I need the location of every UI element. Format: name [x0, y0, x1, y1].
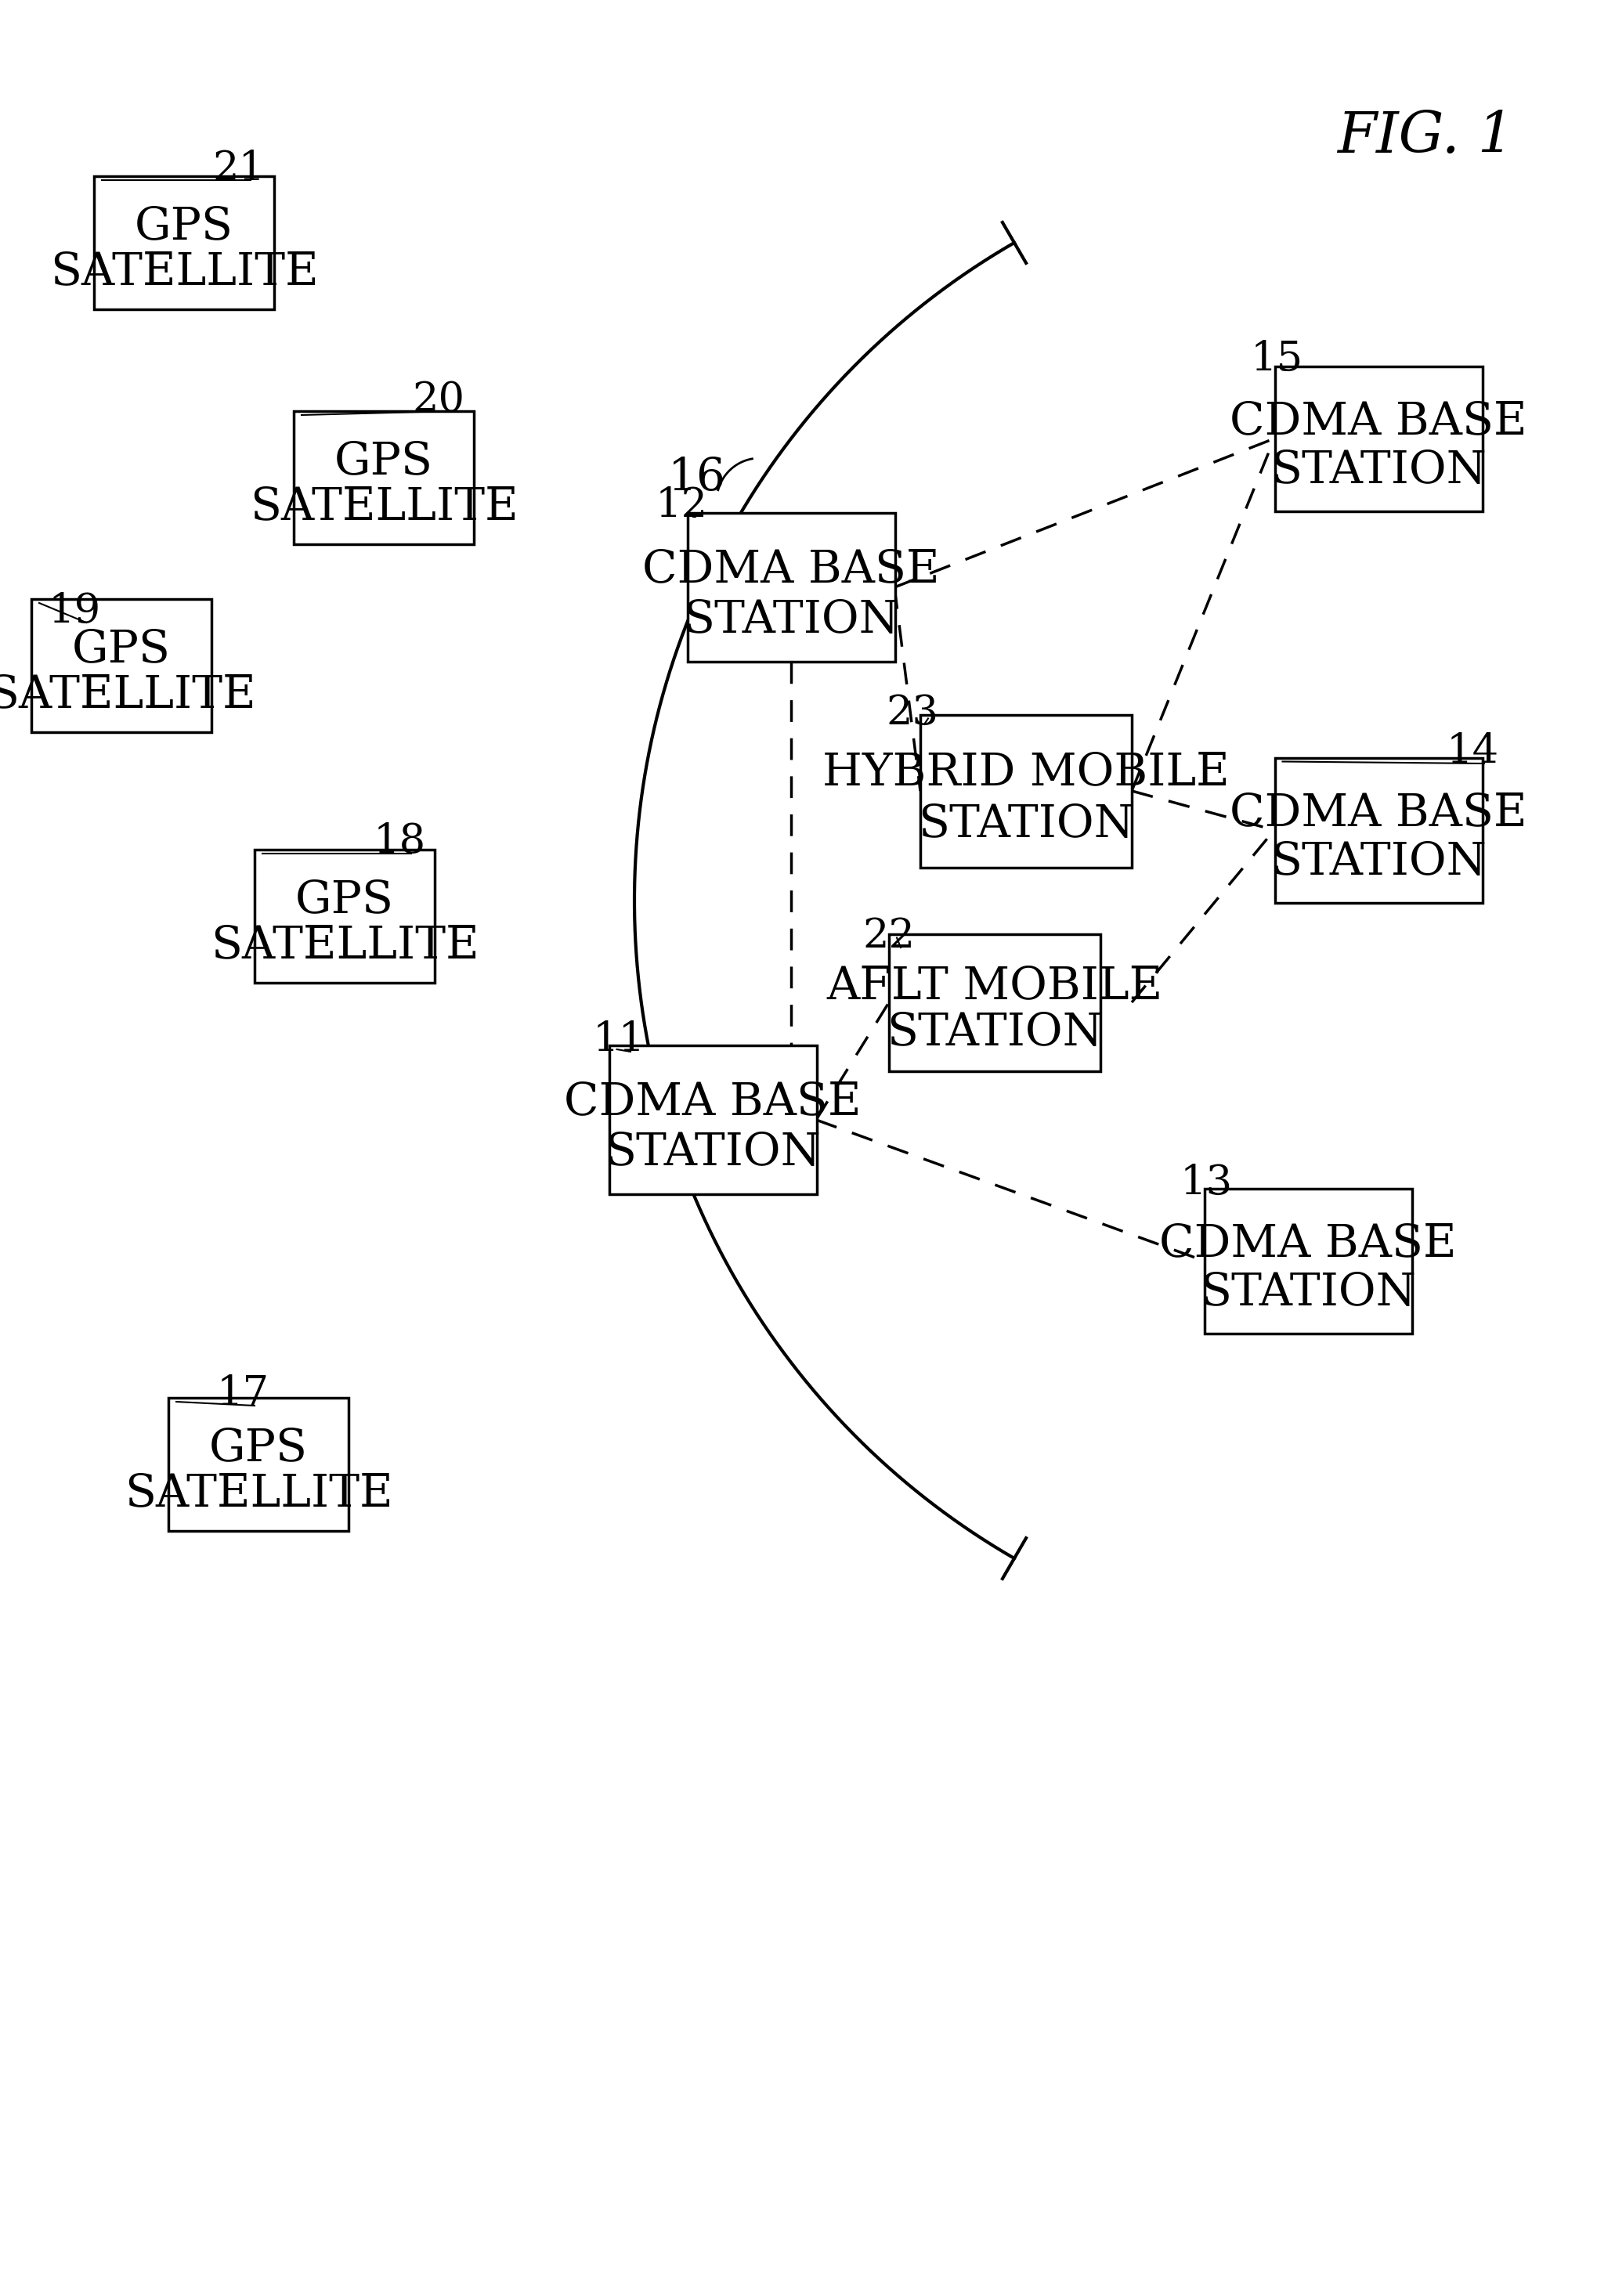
Text: AFLT MOBILE: AFLT MOBILE [827, 964, 1163, 1008]
Text: 17: 17 [217, 1373, 268, 1414]
Text: STATION: STATION [918, 804, 1134, 847]
Text: HYBRID MOBILE: HYBRID MOBILE [822, 751, 1230, 794]
Text: SATELLITE: SATELLITE [211, 923, 479, 967]
Text: 12: 12 [655, 484, 707, 526]
Text: GPS: GPS [134, 204, 233, 248]
FancyBboxPatch shape [1274, 758, 1482, 902]
Text: 22: 22 [862, 916, 915, 955]
Text: 21: 21 [212, 149, 265, 188]
Text: STATION: STATION [684, 599, 899, 643]
FancyBboxPatch shape [168, 1398, 348, 1531]
Text: STATION: STATION [1271, 840, 1487, 884]
Text: GPS: GPS [334, 441, 433, 484]
FancyBboxPatch shape [890, 934, 1100, 1070]
Text: CDMA BASE: CDMA BASE [1230, 400, 1527, 443]
Text: STATION: STATION [605, 1130, 821, 1176]
Text: CDMA BASE: CDMA BASE [564, 1079, 861, 1123]
Text: CDMA BASE: CDMA BASE [642, 546, 939, 592]
Text: SATELLITE: SATELLITE [125, 1472, 393, 1515]
FancyBboxPatch shape [32, 599, 211, 732]
FancyBboxPatch shape [294, 411, 474, 544]
Text: 15: 15 [1250, 340, 1303, 379]
FancyBboxPatch shape [1204, 1189, 1412, 1334]
FancyBboxPatch shape [687, 512, 894, 661]
Text: FIG. 1: FIG. 1 [1337, 110, 1514, 165]
Text: STATION: STATION [1271, 448, 1487, 491]
Text: SATELLITE: SATELLITE [50, 250, 318, 294]
Text: SATELLITE: SATELLITE [249, 484, 517, 528]
Text: SATELLITE: SATELLITE [0, 673, 256, 716]
Text: STATION: STATION [1199, 1270, 1417, 1316]
Text: 13: 13 [1180, 1162, 1233, 1203]
Text: GPS: GPS [295, 879, 394, 923]
FancyBboxPatch shape [920, 714, 1132, 868]
Text: 11: 11 [592, 1019, 645, 1061]
FancyBboxPatch shape [1274, 365, 1482, 512]
Text: 23: 23 [886, 693, 939, 732]
Text: 16: 16 [668, 455, 727, 501]
FancyBboxPatch shape [608, 1045, 816, 1194]
Text: GPS: GPS [209, 1426, 308, 1469]
Text: STATION: STATION [886, 1010, 1104, 1054]
Text: 19: 19 [48, 590, 101, 631]
Text: 18: 18 [374, 822, 426, 861]
FancyBboxPatch shape [94, 177, 275, 310]
FancyBboxPatch shape [254, 850, 434, 983]
Text: GPS: GPS [72, 627, 171, 670]
Text: 20: 20 [412, 379, 465, 420]
Text: CDMA BASE: CDMA BASE [1230, 790, 1527, 836]
Text: 14: 14 [1447, 732, 1498, 771]
Text: CDMA BASE: CDMA BASE [1159, 1221, 1456, 1265]
